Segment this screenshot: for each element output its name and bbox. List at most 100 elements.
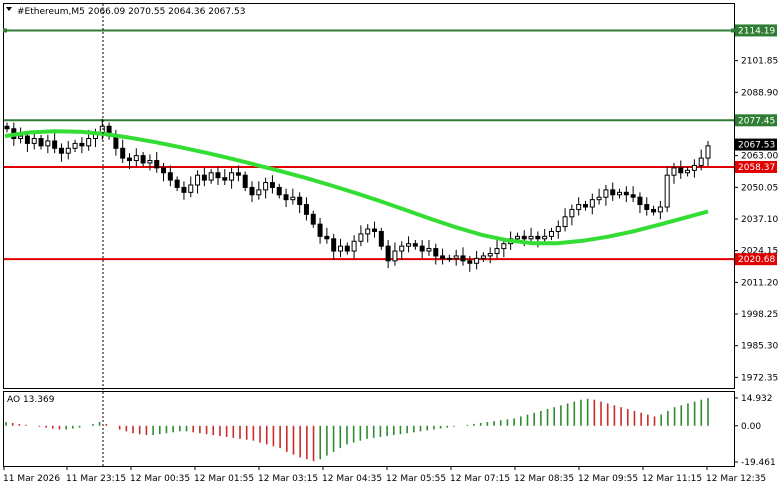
candle-body (685, 169, 691, 174)
price-label-text: 2077.45 (738, 116, 775, 126)
candle-body (317, 223, 323, 237)
candle-body (494, 248, 500, 254)
candle-body (433, 248, 439, 257)
y-tick-label: 2063.00 (741, 152, 778, 162)
candle-body (113, 135, 119, 149)
candle-body (86, 138, 92, 147)
candle-body (528, 235, 534, 240)
x-tick-label: 12 Mar 04:35 (322, 474, 382, 484)
ao-title: AO 13.369 (7, 395, 55, 405)
x-tick-label: 12 Mar 12:35 (706, 474, 766, 484)
candle-body (52, 140, 58, 149)
candle-body (38, 138, 44, 147)
x-tick-label: 11 Mar 2026 (3, 474, 60, 484)
candle-body (222, 177, 228, 181)
candle-body (657, 206, 663, 213)
candle-body (45, 140, 51, 147)
collapse-arrow-icon[interactable] (6, 7, 12, 11)
y-tick-label: 2011.20 (741, 278, 778, 288)
price-label-text: 2020.68 (738, 255, 775, 265)
y-tick-label: 2101.85 (741, 57, 778, 67)
candle-body (426, 248, 432, 252)
candle-body (644, 204, 650, 210)
price-label-support-low: 2020.68 (735, 253, 777, 266)
candle-body (589, 199, 595, 208)
candle-body (562, 216, 568, 228)
price-label-resistance: 2077.45 (735, 114, 777, 127)
candle-body (385, 245, 391, 262)
candle-body (269, 182, 275, 188)
candle-body (72, 142, 78, 149)
candle-body (358, 233, 364, 242)
price-label-resistance-top: 2114.19 (735, 24, 777, 36)
x-tick-label: 12 Mar 08:35 (514, 474, 574, 484)
candle-body (623, 191, 629, 196)
candle-body (229, 172, 235, 181)
price-label-text: 2114.19 (738, 26, 775, 36)
x-tick-label: 12 Mar 01:55 (194, 474, 254, 484)
symbol-label: #Ethereum,M5 (17, 7, 85, 17)
price-label-support: 2058.37 (735, 160, 777, 173)
candle-body (480, 255, 486, 259)
candle-body (140, 155, 146, 164)
candle-body (4, 125, 10, 130)
candle-body (576, 204, 582, 210)
candle-body (181, 186, 187, 193)
ao-tick-label: 14.932 (741, 394, 773, 404)
horizontal-lines[interactable] (3, 28, 735, 261)
candle-body (242, 174, 248, 188)
x-tick-label: 12 Mar 07:15 (450, 474, 510, 484)
x-tick-label: 11 Mar 23:15 (66, 474, 126, 484)
candle-body (501, 243, 507, 250)
candle-body (201, 174, 207, 181)
x-tick-label: 12 Mar 09:55 (578, 474, 638, 484)
candle-body (514, 235, 520, 240)
candle-body (235, 172, 241, 176)
candle-body (610, 189, 616, 196)
ao-panel-frame (3, 391, 735, 467)
ao-indicator (5, 398, 709, 462)
candle-body (167, 172, 173, 181)
candle-body (637, 196, 643, 206)
line-handle[interactable] (731, 28, 735, 33)
candle-body (671, 167, 677, 176)
candle-body (460, 255, 466, 262)
candle-body (331, 238, 337, 252)
candle-body (79, 142, 85, 147)
candle-body (154, 160, 160, 169)
candle-body (31, 138, 37, 144)
candle-body (351, 240, 357, 252)
candle-body (378, 230, 384, 247)
y-tick-label: 2050.05 (741, 183, 778, 193)
candle-body (630, 194, 636, 198)
candle-body (215, 172, 221, 179)
candle-body (474, 257, 480, 264)
candle-body (392, 250, 398, 262)
line-handle[interactable] (3, 28, 7, 33)
candle-body (372, 228, 378, 232)
ao-tick-label: -19.461 (741, 458, 776, 468)
candle-body (297, 196, 303, 206)
candle-body (548, 230, 554, 237)
candle-body (208, 172, 214, 181)
candle-body (133, 155, 139, 162)
ma-line (4, 129, 709, 246)
price-label-text: 2067.53 (738, 141, 775, 151)
candle-body (664, 174, 670, 208)
candle-body (195, 174, 201, 186)
candle-body (596, 196, 602, 201)
candle-body (18, 135, 24, 140)
candle-body (188, 184, 194, 193)
candle-body (147, 160, 153, 164)
x-tick-label: 12 Mar 00:35 (130, 474, 190, 484)
candle-body (174, 179, 180, 188)
candle-body (344, 245, 350, 252)
candle-body (582, 204, 588, 208)
x-tick-label: 12 Mar 03:15 (258, 474, 318, 484)
price-labels: 2114.19 2077.45 2067.53 2058.37 2020.68 (735, 24, 777, 266)
candle-body (406, 243, 412, 247)
candle-body (303, 204, 309, 215)
x-tick-label: 12 Mar 11:15 (642, 474, 702, 484)
candle-body (521, 235, 527, 240)
